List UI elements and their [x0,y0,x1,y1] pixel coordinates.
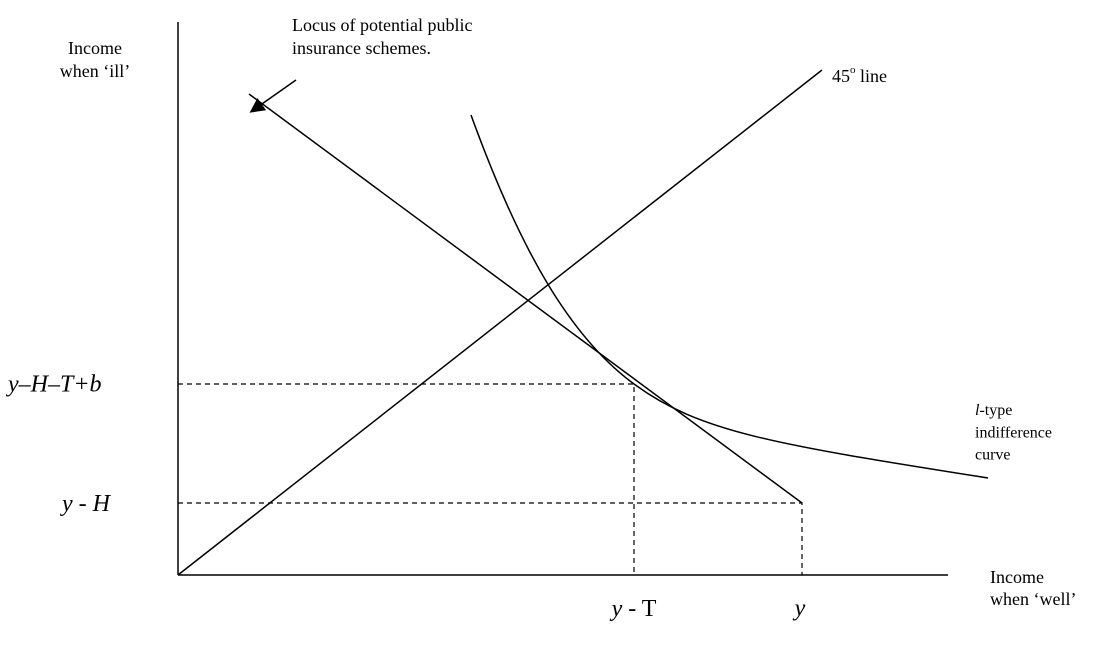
guide-tangency [178,383,635,575]
line-45 [177,69,823,576]
x-axis-label: when ‘well’ [990,589,1076,609]
locus-line [248,93,803,504]
y-axis-label: Income [68,38,122,58]
level-label: y - T [610,596,657,622]
indifference-curve [470,114,989,479]
level-label: y [793,596,806,622]
curve-label: l-type [975,402,1012,419]
level-label: y - H [60,491,112,517]
guide-y-H [178,502,803,575]
locus-label: insurance schemes. [292,38,431,58]
y-axis-label: when ‘ill’ [60,61,130,81]
curve-label: indifference [975,425,1052,442]
line-45-label: 45o line [832,64,887,87]
curve-label: curve [975,447,1011,464]
locus-label: Locus of potential public [292,15,472,35]
x-axis-label: Income [990,567,1044,587]
arrow [249,79,297,113]
level-label: y–H–T+b [6,372,102,398]
